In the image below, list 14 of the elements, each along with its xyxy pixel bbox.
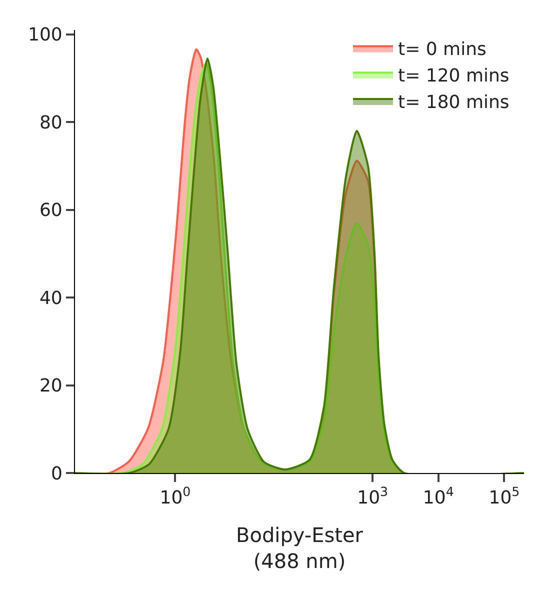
x-tick-label: 10$^{0}$ (160, 484, 191, 509)
y-tick-label: 0 (50, 463, 62, 484)
legend-label: t= 120 mins (398, 66, 510, 87)
legend-label: t= 180 mins (398, 92, 510, 114)
x-tick-label: 10$^{5}$ (488, 484, 520, 509)
x-tick-label: 10$^{4}$ (422, 484, 454, 509)
y-tick-label: 80 (39, 112, 62, 134)
x-tick-label: 10$^{3}$ (357, 484, 388, 509)
x-axis-title: Bodipy-Ester (488 nm) (236, 523, 364, 574)
y-tick-label: 20 (39, 376, 62, 397)
y-tick-label: 100 (28, 24, 62, 46)
y-tick-label: 40 (39, 288, 62, 309)
legend-label: t= 0 mins (398, 39, 486, 60)
y-tick-label: 60 (39, 200, 62, 222)
